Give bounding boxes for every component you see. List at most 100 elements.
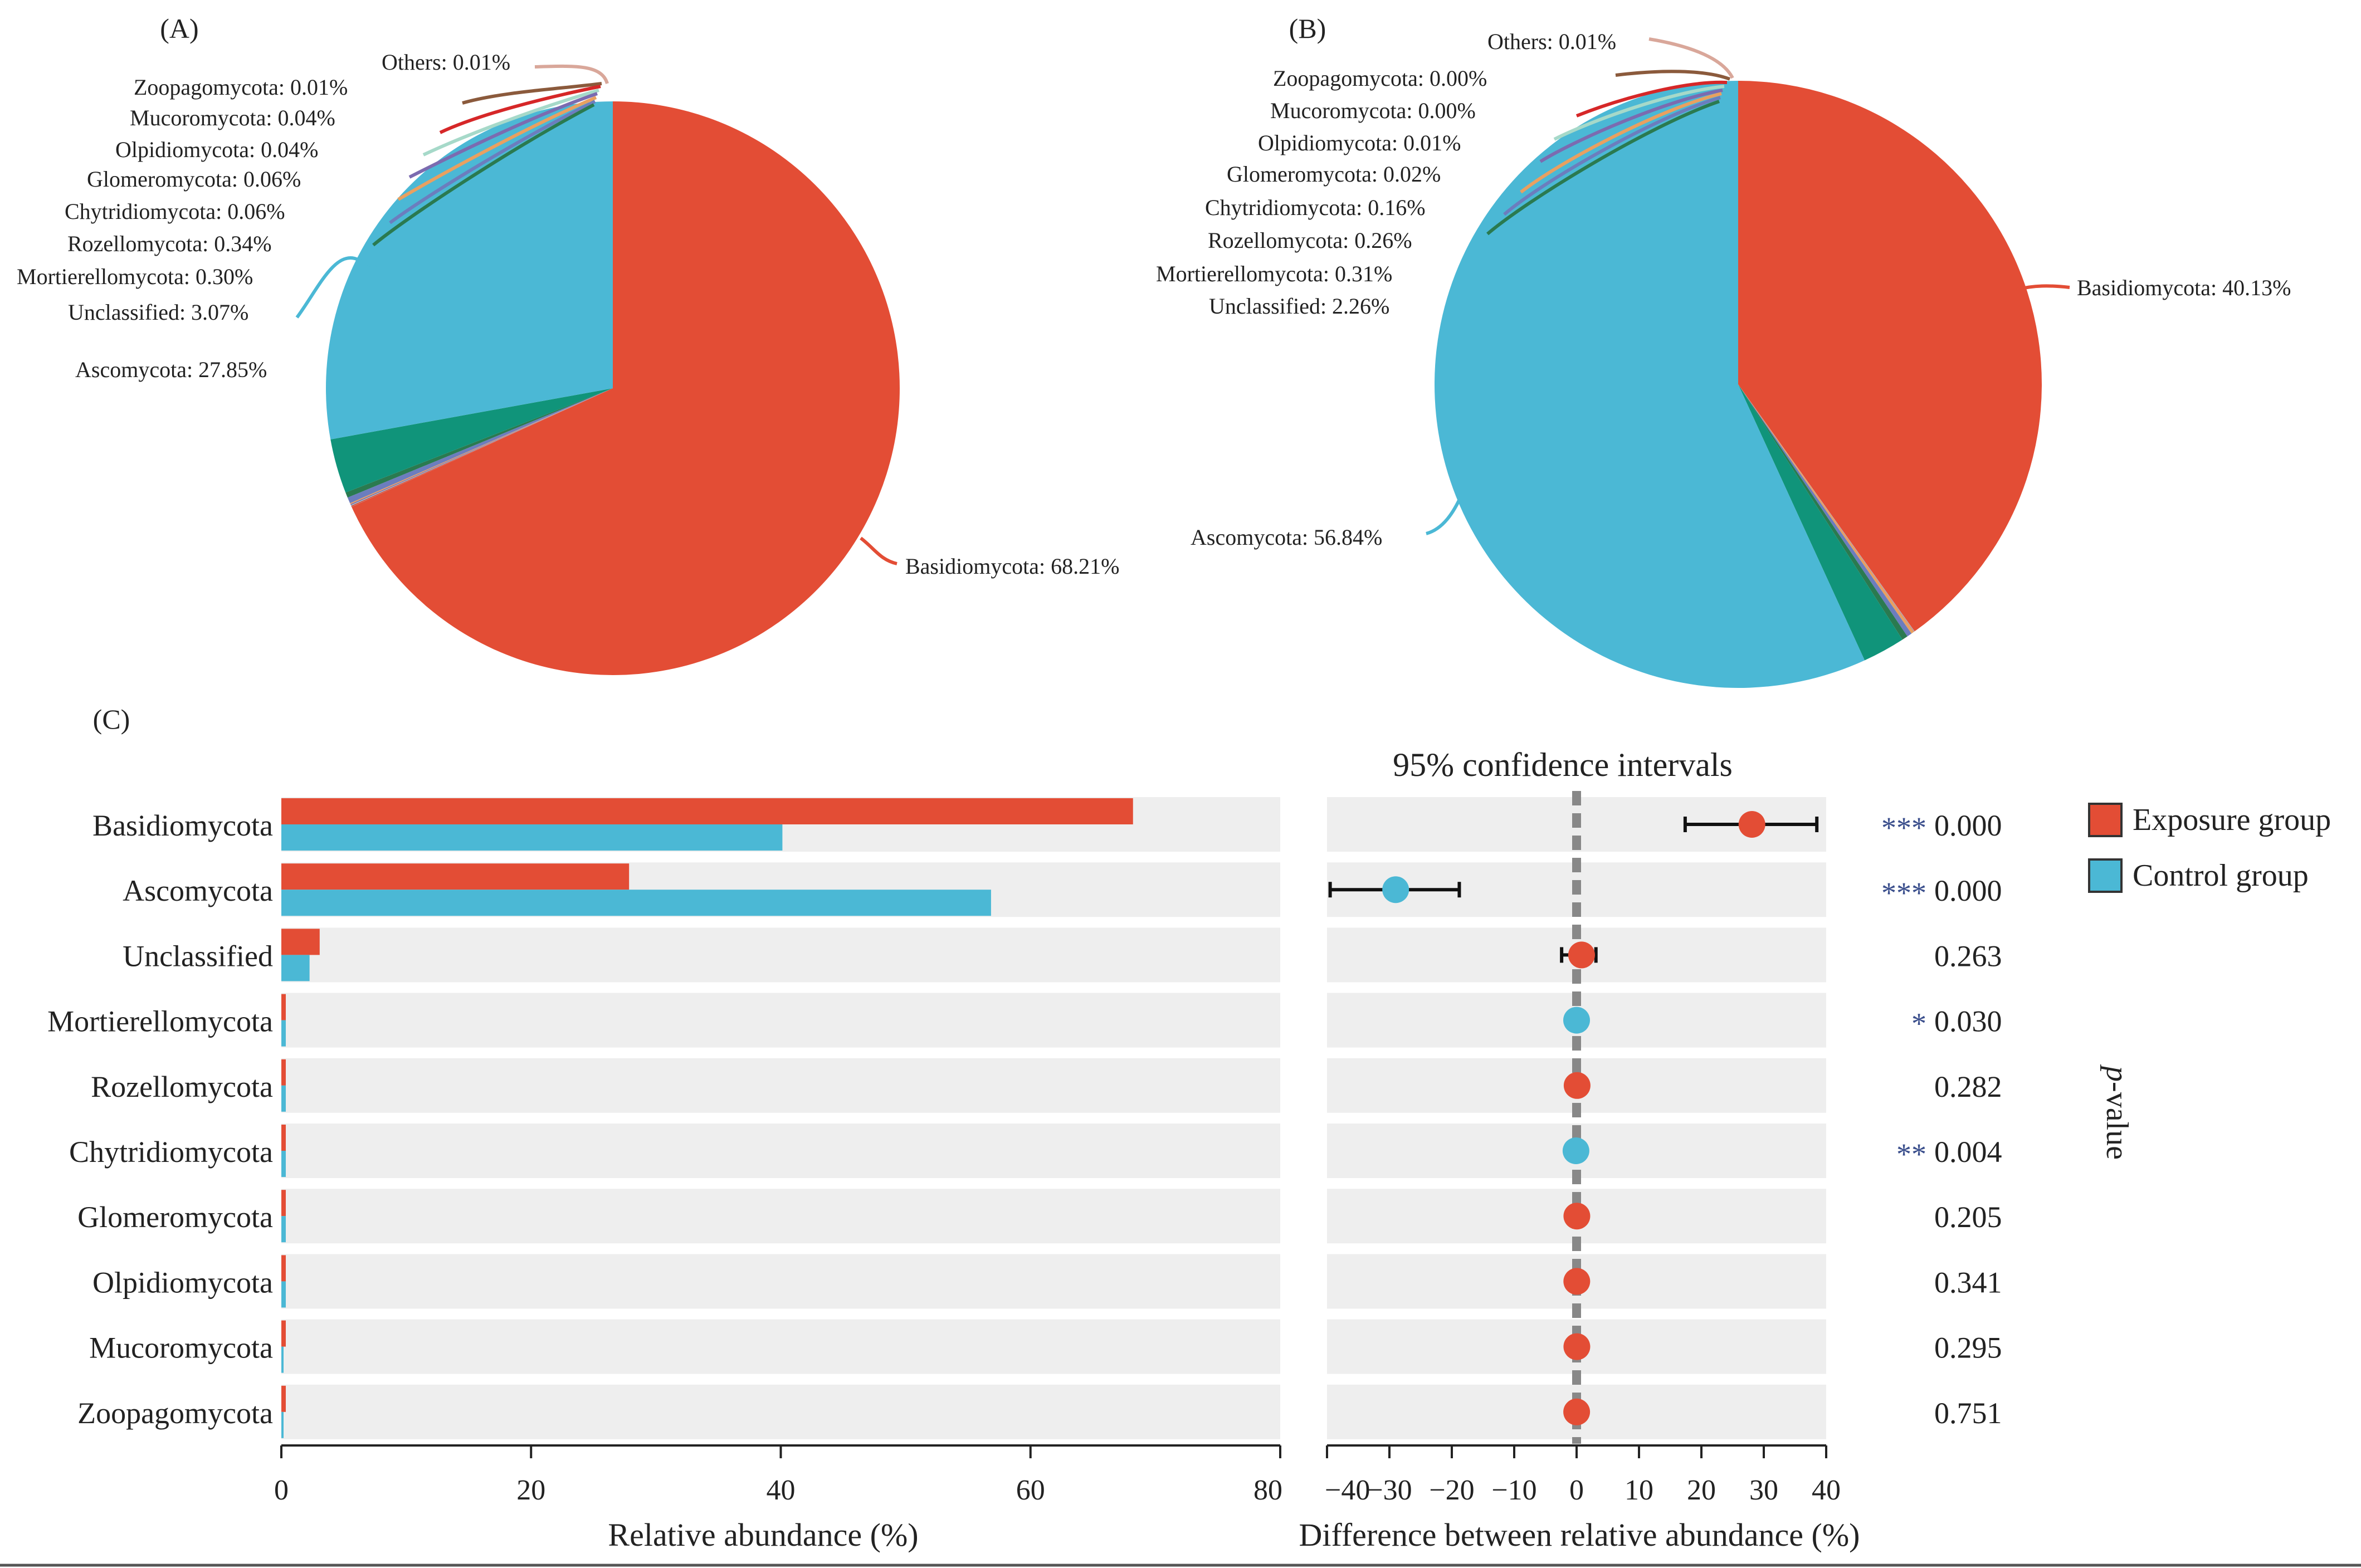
label-others-a: Others: 0.01% [382,50,510,75]
label-rozellomycota-a: Rozellomycota: 0.34% [67,231,272,256]
p-value: 0.000 [1934,874,2002,907]
bar-row-bg [281,1384,1280,1439]
ci-x-ticks: −40−30 −20 −10 0 10 20 30 40 [1325,1445,1841,1506]
ci-point-exposure [1563,1268,1591,1295]
abundance-bars [281,798,1133,1438]
bar-exposure [281,1125,286,1151]
label-glomeromycota-a: Glomeromycota: 0.06% [87,167,301,192]
bar-x-ticks: 0 20 40 60 80 [274,1445,1282,1506]
pie-slice-mortierellomycota-a [345,388,613,498]
category-label: Rozellomycota [91,1070,273,1103]
label-zoopagomycota-a: Zoopagomycota: 0.01% [134,75,348,100]
bar-x-axis-label: Relative abundance (%) [608,1517,918,1553]
pie-b-slices [1435,81,2042,688]
bar-row-bg [281,993,1280,1048]
p-value-suffix: -value [2100,1082,2134,1160]
category-label: Zoopagomycota [77,1396,273,1430]
legend-label-control: Control group [2133,858,2309,893]
bar-row-bg [281,1254,1280,1309]
bar-control [281,1151,286,1177]
bar-exposure [281,929,320,955]
ci-point-exposure [1563,1398,1591,1425]
panel-label-a: (A) [160,13,198,44]
bar-tick-label: 20 [516,1474,545,1506]
panel-label-b: (B) [1289,13,1326,44]
bar-control [281,1216,286,1243]
label-basidiomycota-a: Basidiomycota: 68.21% [905,554,1119,579]
leader-glomeromycota-b [1539,89,1723,163]
significance-stars: *** [1881,876,1926,910]
ci-tick-label: −20 [1429,1474,1474,1506]
leader-chytridiomycota-b [1520,92,1722,194]
ci-tick-label: 10 [1625,1474,1653,1506]
significance-stars: ** [1896,1137,1926,1171]
label-olpidiomycota-a: Olpidiomycota: 0.04% [115,137,318,162]
p-value: 0.205 [1934,1200,2002,1234]
bar-tick-label: 40 [767,1474,796,1506]
pie-slice-rozellomycota-b [1738,384,1912,637]
label-mucoromycota-a: Mucoromycota: 0.04% [130,105,335,130]
ci-title: 95% confidence intervals [1393,746,1733,783]
category-label: Glomeromycota [77,1200,273,1234]
leader-mortierellomycota-a [372,103,595,247]
label-others-b: Others: 0.01% [1487,29,1616,54]
legend-swatch-control [2088,858,2123,893]
significance-stars: *** [1881,811,1926,844]
bar-row-bg [281,1124,1280,1178]
pie-slice-unclassified-a [330,388,613,493]
leader-rozellomycota-b [1503,96,1721,216]
category-label: Basidiomycota [92,809,273,842]
leader-olpidiomycota-a [422,89,599,157]
bar-control [281,1085,286,1112]
bar-control [281,1020,286,1047]
leader-chytridiomycota-a [397,96,597,201]
pie-chart-b: (B) Basidiomycota: 40.13% Ascomycota: 56… [1156,13,2291,688]
p-value: 0.751 [1934,1396,2002,1430]
bar-control [281,955,310,981]
label-glomeromycota-b: Glomeromycota: 0.02% [1227,162,1441,187]
bar-exposure [281,1255,286,1282]
pie-slice-glomeromycota-b [1738,384,1915,632]
bar-exposure [281,1320,286,1347]
ci-tick-label: −40 [1325,1474,1370,1506]
label-ascomycota-a: Ascomycota: 27.85% [75,357,267,382]
ci-tick-label: 40 [1812,1474,1841,1506]
ci-point-control [1382,876,1409,903]
ci-point-control [1563,1007,1590,1034]
pie-slice-ascomycota-a [325,101,613,439]
bar-exposure [281,863,630,890]
pie-slice-olpidiomycota-a [350,388,613,506]
ci-point-exposure [1568,941,1595,969]
label-chytridiomycota-a: Chytridiomycota: 0.06% [65,199,285,224]
p-value-italic-p: p [2100,1064,2134,1082]
pie-chart-a: (A) Basidiomycota: 68.21% Others: 0.01% … [17,13,1119,676]
label-olpidiomycota-b: Olpidiomycota: 0.01% [1258,130,1461,155]
bar-row-bg [281,927,1280,983]
p-value: 0.004 [1934,1135,2002,1169]
label-mucoromycota-b: Mucoromycota: 0.00% [1270,98,1476,123]
ci-x-axis-label: Difference between relative abundance (%… [1299,1517,1860,1553]
ci-tick-label: 30 [1749,1474,1778,1506]
ci-tick-label: −10 [1491,1474,1536,1506]
leader-zoopagomycota-a [462,82,602,105]
leader-zoopagomycota-b [1615,70,1731,81]
pie-slice-basidiomycota-a [352,101,900,676]
label-ascomycota-b: Ascomycota: 56.84% [1191,525,1382,550]
category-label: Unclassified [123,939,273,973]
ci-point-control [1562,1137,1589,1164]
pie-a-slices [325,101,900,676]
label-mortierellomycota-b: Mortierellomycota: 0.31% [1156,261,1392,286]
pie-slice-mortierellomycota-b [1738,384,1908,640]
bar-tick-label: 60 [1016,1474,1045,1506]
panel-label-c: (C) [93,704,130,735]
leader-others-a [534,64,609,85]
leader-unclassified-a [295,256,377,319]
leader-basidiomycota-a [860,536,897,565]
pie-slice-rozellomycota-a [347,388,613,504]
leader-rozellomycota-a [389,100,596,224]
bar-exposure [281,1059,286,1086]
ci-tick-label: 20 [1687,1474,1716,1506]
category-label: Mucoromycota [89,1331,273,1365]
ci-point-exposure [1563,1072,1591,1099]
